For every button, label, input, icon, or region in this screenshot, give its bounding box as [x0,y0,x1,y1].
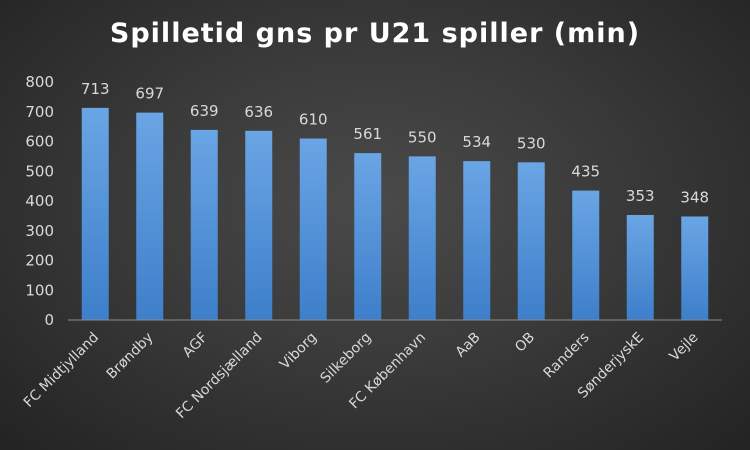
bar-8 [463,161,491,320]
y-tick-label: 500 [25,162,54,180]
data-label: 348 [680,188,709,206]
data-label: 713 [81,80,110,98]
y-tick-label: 0 [44,311,54,329]
data-label: 435 [571,163,600,181]
bar-6 [354,153,382,320]
category-label: Brøndby [104,330,157,383]
category-label: Vejle [667,330,702,365]
bar-9 [517,162,545,320]
category-label: AaB [453,330,484,361]
y-tick-label: 300 [25,222,54,240]
chart-title: Spilletid gns pr U21 spiller (min) [109,18,641,49]
bar-10 [572,190,600,320]
data-label: 636 [244,103,273,121]
category-label: OB [512,330,538,356]
category-label: Viborg [277,330,320,373]
category-label: Silkeborg [317,330,374,387]
bars [81,107,709,320]
data-label: 610 [299,111,328,129]
y-tick-label: 200 [25,252,54,270]
category-label: FC Midtjylland [21,330,102,411]
bar-12 [681,216,709,320]
data-label: 561 [353,125,382,143]
data-label: 697 [135,85,164,103]
category-label: AGF [180,330,211,361]
data-label: 639 [190,102,219,120]
bar-4 [245,130,273,320]
bar-11 [626,214,654,320]
bar-5 [299,138,327,320]
y-axis-ticks: 0 100 200 300 400 500 600 700 800 [25,73,54,329]
category-label: Randers [541,330,593,382]
y-tick-label: 700 [25,103,54,121]
data-label: 550 [408,128,437,146]
bar-3 [190,129,218,320]
y-tick-label: 600 [25,133,54,151]
bar-1 [81,107,109,320]
data-label: 530 [517,134,546,152]
y-tick-label: 100 [25,281,54,299]
data-label: 353 [626,187,655,205]
data-labels: 713 697 639 636 610 561 550 534 530 435 353 348 [81,80,709,207]
bar-2 [136,112,164,320]
y-tick-label: 800 [25,73,54,91]
y-tick-label: 400 [25,192,54,210]
bar-7 [408,156,436,320]
data-label: 534 [462,133,491,151]
